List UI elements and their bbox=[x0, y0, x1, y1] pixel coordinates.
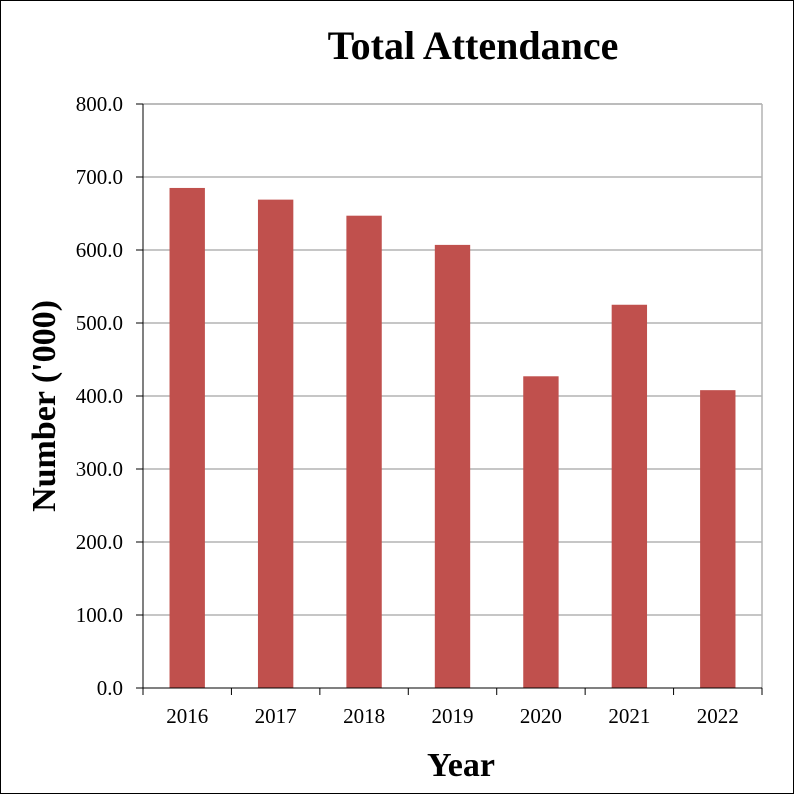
bar-2016 bbox=[169, 187, 205, 688]
y-tick-label: 500.0 bbox=[76, 311, 123, 335]
chart-title: Total Attendance bbox=[328, 23, 619, 68]
x-axis-title: Year bbox=[427, 747, 495, 784]
axes bbox=[136, 103, 763, 695]
bar-2019 bbox=[434, 244, 471, 688]
x-tick-label: 2016 bbox=[166, 704, 208, 728]
x-tick-label: 2017 bbox=[255, 704, 297, 728]
y-tick-label: 800.0 bbox=[76, 92, 123, 116]
y-tick-label: 400.0 bbox=[76, 384, 123, 408]
x-tick-label: 2022 bbox=[697, 704, 739, 728]
y-tick-labels: 0.0 100.0 200.0 300.0 400.0 500.0 600.0 700.0 80… bbox=[76, 92, 123, 700]
y-tick-label: 600.0 bbox=[76, 238, 123, 262]
y-tick-label: 300.0 bbox=[76, 457, 123, 481]
x-tick-label: 2021 bbox=[608, 704, 650, 728]
x-tick-label: 2020 bbox=[520, 704, 562, 728]
y-tick-label: 200.0 bbox=[76, 530, 123, 554]
bar-2020 bbox=[523, 376, 559, 688]
y-tick-label: 100.0 bbox=[76, 603, 123, 627]
bar-2022 bbox=[700, 390, 736, 688]
bar-2018 bbox=[346, 215, 382, 688]
y-tick-label: 700.0 bbox=[76, 165, 123, 189]
bar-2021 bbox=[611, 304, 648, 688]
x-tick-labels: 2016 2017 2018 2019 2020 2021 2022 bbox=[166, 704, 739, 728]
bar-2017 bbox=[257, 199, 294, 688]
y-axis-title: Number ('000) bbox=[26, 300, 63, 512]
x-tick-label: 2019 bbox=[432, 704, 474, 728]
y-tick-label: 0.0 bbox=[97, 676, 123, 700]
bars bbox=[169, 187, 736, 688]
x-tick-label: 2018 bbox=[343, 704, 385, 728]
